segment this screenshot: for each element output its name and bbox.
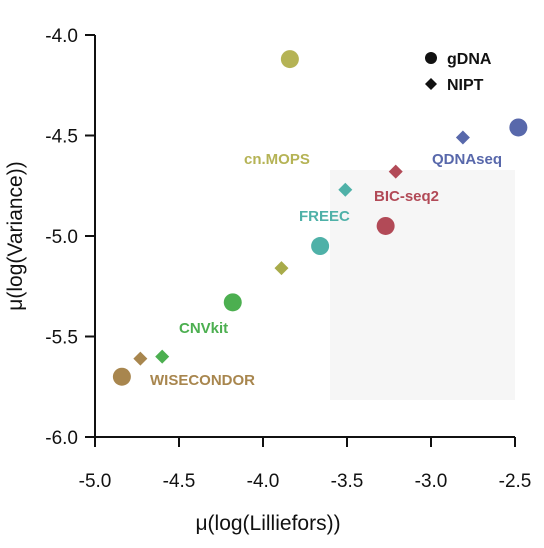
point-qdnaseq-gdna xyxy=(509,118,528,137)
plot-area xyxy=(330,170,515,400)
point-cnvkit-gdna xyxy=(223,293,242,312)
y-ticks: -4.0 -4.5 -5.0 -5.5 -6.0 xyxy=(45,26,95,449)
x-tick-label: -4.5 xyxy=(163,471,196,492)
y-axis-title: μ(log(Variance)) xyxy=(4,161,27,310)
legend-gdna-marker xyxy=(425,52,437,64)
legend-nipt-marker xyxy=(425,78,437,90)
x-tick-label: -5.0 xyxy=(79,471,112,492)
label-freec: FREEC xyxy=(299,208,350,225)
x-tick-label: -2.5 xyxy=(499,471,532,492)
legend-gdna-label: gDNA xyxy=(447,51,492,68)
label-bic-seq2: BIC-seq2 xyxy=(374,188,439,205)
point-wisecondor-gdna xyxy=(112,367,131,386)
point-wisecondor-nipt xyxy=(133,351,148,366)
y-tick-label: -5.0 xyxy=(45,227,78,248)
label-qdnaseq: QDNAseq xyxy=(432,151,502,168)
y-tick-label: -5.5 xyxy=(45,328,78,349)
legend: gDNA NIPT xyxy=(425,51,492,94)
y-tick-label: -4.0 xyxy=(45,26,78,47)
y-tick-label: -6.0 xyxy=(45,428,78,449)
point-unlabeled-nipt xyxy=(274,261,289,276)
label-cnvkit: CNVkit xyxy=(179,320,228,337)
legend-nipt-label: NIPT xyxy=(447,77,484,94)
plot-shading xyxy=(330,170,515,400)
point-freec-gdna xyxy=(311,237,330,256)
data-points xyxy=(112,50,528,386)
axes: -5.0 -4.5 -4.0 -3.5 -3.0 -2.5 -4.0-4.5-5.0-5.… xyxy=(4,26,531,535)
x-tick-label: -4.0 xyxy=(247,471,280,492)
point-bic-seq2-nipt xyxy=(388,164,403,179)
point-bic-seq2-gdna xyxy=(376,216,395,235)
x-ticks: -5.0 -4.5 -4.0 -3.5 -3.0 -2.5 xyxy=(79,437,532,492)
label-cn-mops: cn.MOPS xyxy=(244,151,310,168)
x-tick-label: -3.0 xyxy=(415,471,448,492)
x-tick-label: -3.5 xyxy=(331,471,364,492)
tool-labels: cn.MOPS QDNAseq BIC-seq2 FREEC CNVkit WISECON… xyxy=(150,151,502,389)
point-cnvkit-nipt xyxy=(155,349,170,364)
label-wisecondor: WISECONDOR xyxy=(150,372,255,389)
point-freec-nipt xyxy=(338,182,353,197)
x-axis-title: μ(log(Lilliefors)) xyxy=(195,512,340,535)
y-tick-label: -4.5 xyxy=(45,127,78,148)
point-qdnaseq-nipt xyxy=(455,130,470,145)
point-cn-mops-gdna xyxy=(280,50,299,69)
